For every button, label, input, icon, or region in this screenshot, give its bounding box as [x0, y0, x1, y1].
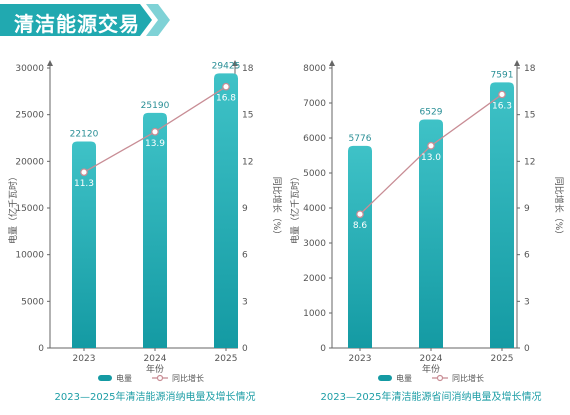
y-axis-left-arrow [47, 60, 53, 66]
x-tick-label: 2023 [73, 354, 96, 364]
bar-value-label: 22120 [70, 130, 99, 140]
y2-tick-label: 3 [242, 297, 248, 307]
y2-tick-label: 0 [242, 344, 248, 354]
x-tick-label: 2024 [420, 354, 443, 364]
bar [214, 73, 238, 348]
chart-1: 0 5000 10000 15000 20000 25000 30000 0 3 6 9 12 15 18… [7, 60, 283, 403]
growth-point [427, 141, 435, 150]
y-axis-right-arrow [232, 60, 238, 66]
y-tick-label: 0 [38, 344, 44, 354]
legend-line-label: 同比增长 [172, 373, 204, 383]
growth-value-label: 8.6 [353, 221, 368, 231]
growth-value-label: 13.9 [145, 139, 165, 149]
y2-tick-label: 9 [524, 204, 530, 214]
page-header: 清洁能源交易 [0, 0, 570, 40]
legend-bar-swatch [98, 375, 112, 381]
y2-tick-label: 18 [242, 64, 254, 74]
bar-value-label: 5776 [349, 134, 372, 144]
y-tick-label: 15000 [15, 204, 44, 214]
y-tick-label: 20000 [15, 157, 44, 167]
legend-bar-label: 电量 [116, 373, 132, 383]
growth-point [498, 90, 506, 99]
y2-tick-label: 6 [524, 251, 530, 261]
y-axis-title: 电量（亿千瓦时） [289, 172, 301, 244]
y2-tick-label: 12 [242, 157, 253, 167]
chart-2: 0 1000 2000 3000 4000 5000 6000 7000 8000 0 3 6 9 12 1… [289, 60, 565, 403]
y-tick-label: 30000 [15, 64, 44, 74]
y2-tick-label: 18 [524, 64, 536, 74]
y-tick-label: 7000 [303, 99, 326, 109]
y-axis-title: 电量（亿千瓦时） [7, 172, 19, 244]
y2-axis-title: 同比增长（%） [271, 177, 283, 240]
y-tick-label: 3000 [303, 239, 326, 249]
growth-point [356, 210, 364, 219]
y-tick-label: 10000 [15, 251, 44, 261]
y-tick-label: 25000 [15, 111, 44, 121]
y2-tick-label: 3 [524, 297, 530, 307]
header-banner [0, 4, 170, 36]
y2-tick-label: 9 [242, 204, 248, 214]
x-tick-label: 2025 [215, 354, 238, 364]
bar [490, 82, 514, 348]
y-axis-right-arrow [514, 60, 520, 66]
legend-line-marker [436, 374, 444, 382]
y-tick-label: 1000 [303, 309, 326, 319]
y-tick-label: 6000 [303, 134, 326, 144]
page-title: 清洁能源交易 [14, 12, 140, 36]
growth-value-label: 16.3 [492, 101, 512, 111]
legend-bar-label: 电量 [396, 373, 412, 383]
y2-tick-label: 15 [524, 111, 535, 121]
y2-axis-title: 同比增长（%） [553, 177, 565, 240]
legend-line-marker [156, 374, 164, 382]
x-tick-label: 2025 [491, 354, 514, 364]
y-tick-label: 5000 [303, 169, 326, 179]
y2-tick-label: 12 [524, 157, 535, 167]
y2-tick-label: 6 [242, 251, 248, 261]
chart-caption: 2023—2025年清洁能源消纳电量及增长情况 [55, 390, 256, 403]
y2-tick-label: 15 [242, 111, 253, 121]
x-axis-title: 年份 [146, 363, 164, 375]
growth-point [222, 82, 230, 91]
growth-value-label: 11.3 [74, 179, 94, 189]
bar [348, 145, 372, 348]
bar-value-label: 29425 [212, 61, 241, 71]
y-tick-label: 2000 [303, 274, 326, 284]
y-tick-label: 0 [320, 344, 326, 354]
y2-tick-label: 0 [524, 344, 530, 354]
bar-value-label: 25190 [141, 101, 170, 111]
bar [143, 112, 167, 348]
growth-value-label: 13.0 [421, 153, 441, 163]
growth-point [151, 127, 159, 136]
y-tick-label: 8000 [303, 64, 326, 74]
x-tick-label: 2024 [144, 354, 167, 364]
bar-value-label: 7591 [491, 70, 514, 80]
legend-line-label: 同比增长 [452, 373, 484, 383]
growth-point [80, 168, 88, 177]
legend-bar-swatch [378, 375, 392, 381]
x-tick-label: 2023 [349, 354, 372, 364]
growth-value-label: 16.8 [216, 94, 236, 104]
chart-caption: 2023—2025年清洁能源省间消纳电量及增长情况 [321, 390, 542, 403]
bar [72, 141, 96, 348]
bar [419, 119, 443, 348]
y-axis-left-arrow [329, 60, 335, 66]
y-tick-label: 4000 [303, 204, 326, 214]
x-axis-title: 年份 [422, 363, 440, 375]
bar-value-label: 6529 [420, 107, 443, 117]
y-tick-label: 5000 [21, 297, 44, 307]
